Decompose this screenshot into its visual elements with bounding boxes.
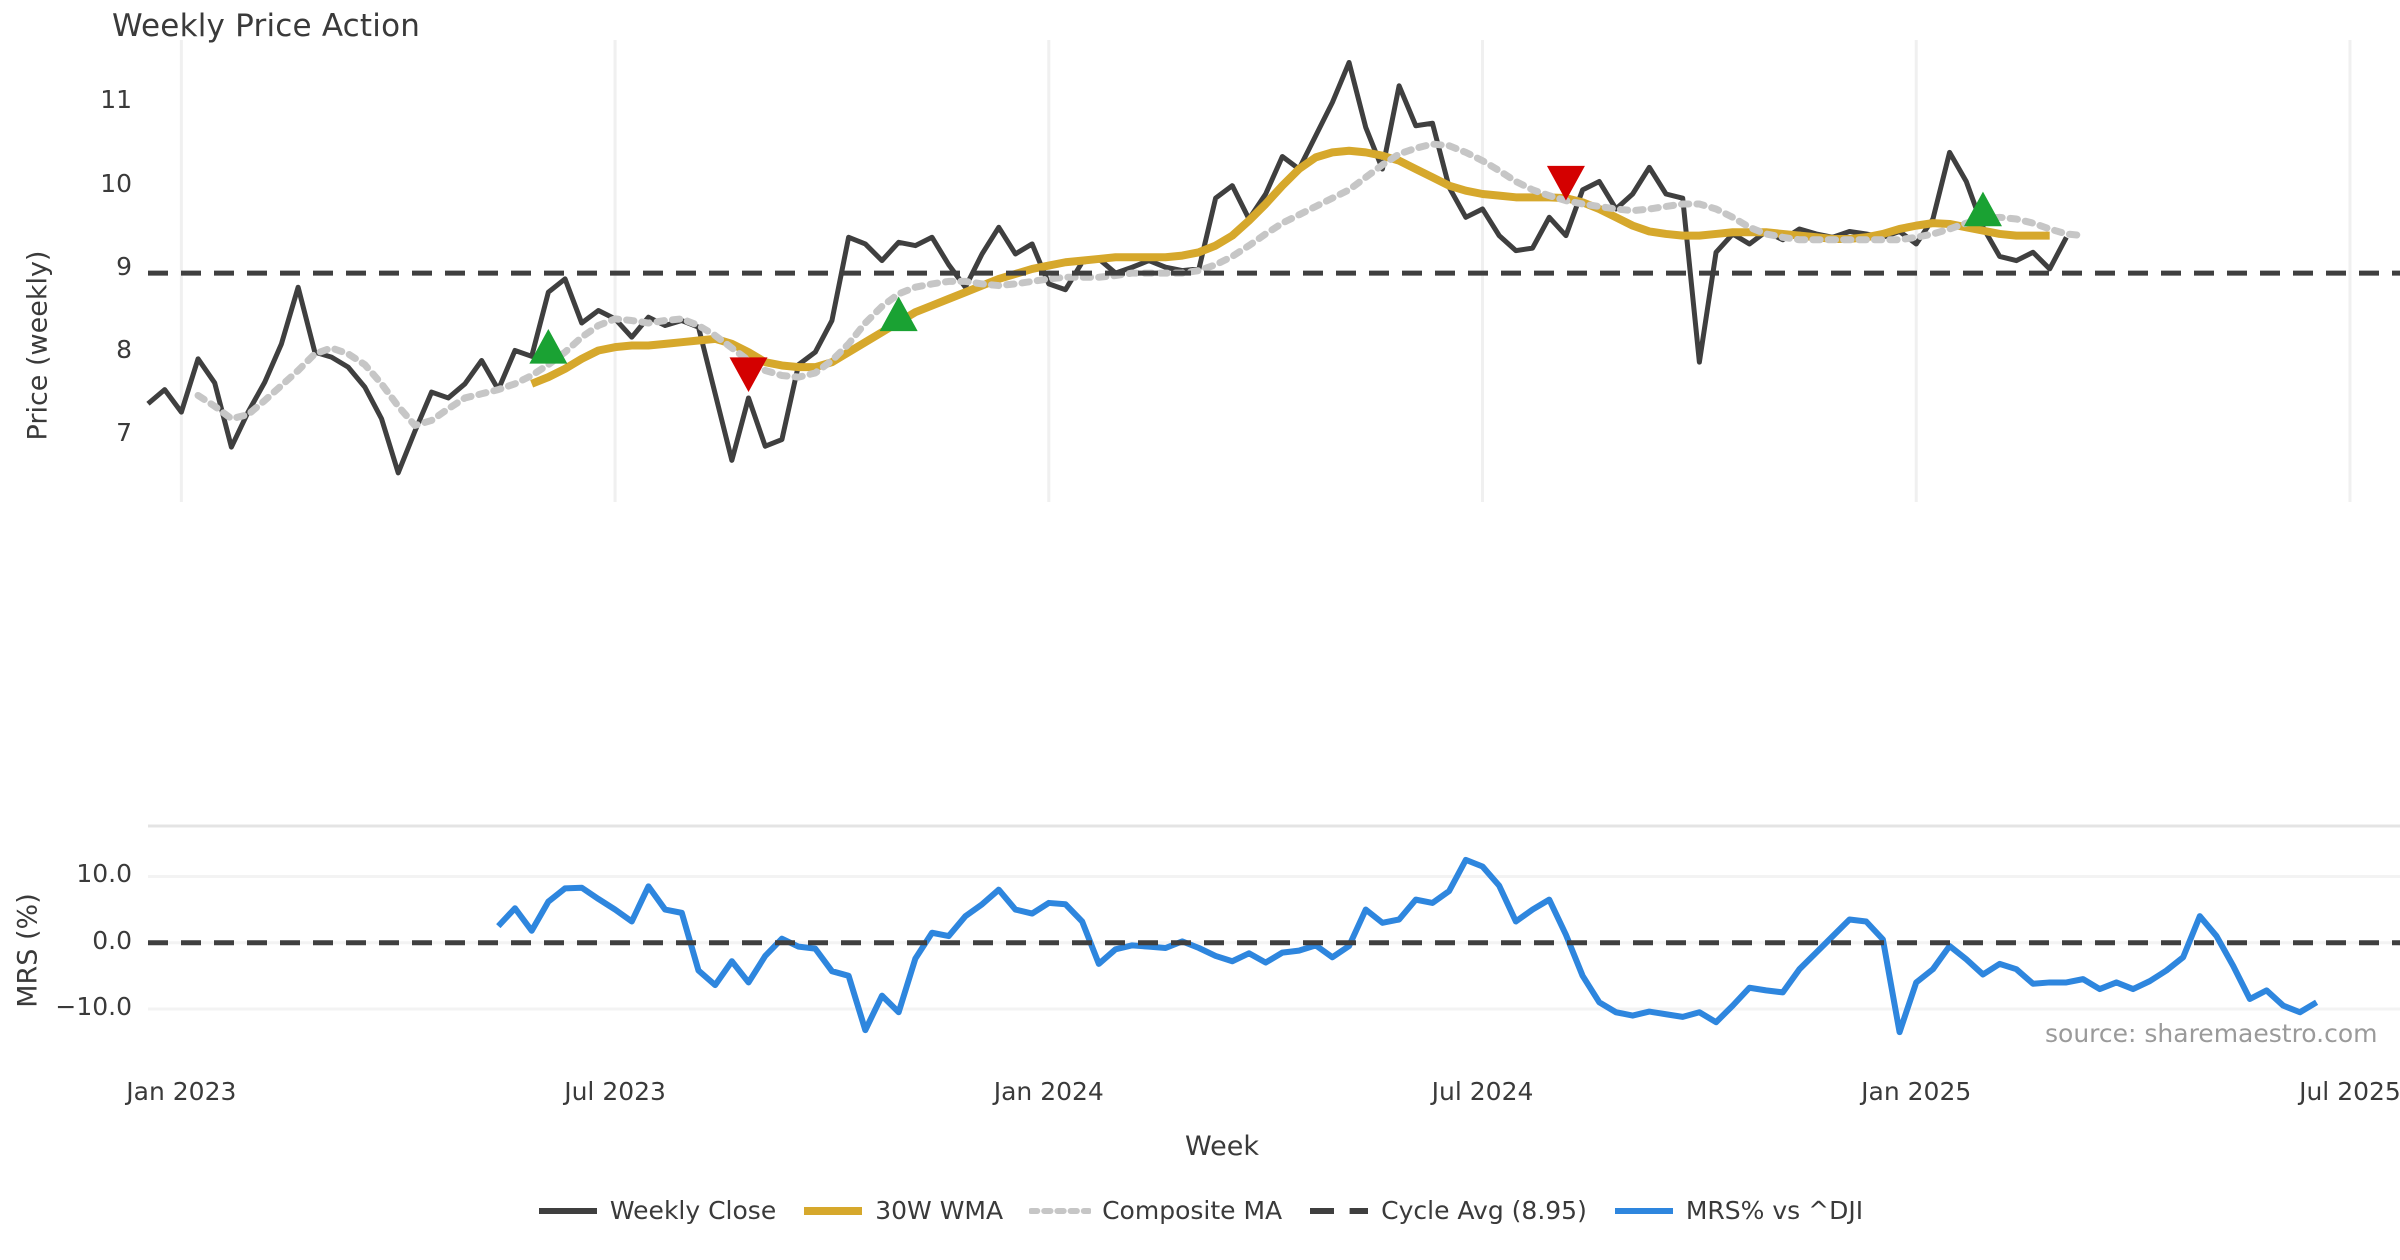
legend-label: MRS% vs ^DJI	[1685, 1196, 1864, 1225]
price-y-tick-label: 8	[116, 335, 132, 365]
legend-swatch-icon	[1613, 1201, 1675, 1221]
x-tick-label: Jul 2024	[1431, 1077, 1534, 1106]
legend-label: Cycle Avg (8.95)	[1381, 1196, 1587, 1225]
legend-item[interactable]: 30W WMA	[802, 1196, 1003, 1225]
price-y-tick-label: 9	[116, 251, 132, 281]
sell-marker	[1546, 165, 1585, 201]
x-axis-label: Week	[1185, 1131, 1259, 1162]
buy-marker	[879, 296, 918, 332]
legend-item[interactable]: Weekly Close	[537, 1196, 776, 1225]
legend-item[interactable]: MRS% vs ^DJI	[1613, 1196, 1863, 1225]
legend-label: Composite MA	[1102, 1196, 1283, 1225]
series-line	[194, 140, 2087, 429]
x-tick-label: Jan 2023	[126, 1077, 237, 1106]
legend-swatch-icon	[537, 1201, 599, 1221]
x-tick-label: Jul 2023	[564, 1077, 666, 1106]
x-tick-label: Jul 2025	[2299, 1077, 2400, 1106]
legend-item[interactable]: Composite MA	[1029, 1196, 1282, 1225]
legend-swatch-icon	[802, 1201, 864, 1221]
series-line	[496, 856, 2319, 1036]
price-y-tick-label: 11	[100, 85, 132, 115]
legend-swatch-icon	[1029, 1201, 1092, 1221]
source-watermark: source: sharemaestro.com	[2045, 1019, 2378, 1048]
legend-swatch-icon	[1308, 1201, 1370, 1221]
legend-item[interactable]: Cycle Avg (8.95)	[1308, 1196, 1587, 1225]
mrs-y-tick-label: 0.0	[92, 925, 132, 955]
mrs-y-tick-label: 10.0	[76, 859, 132, 889]
sell-marker	[729, 357, 768, 392]
price-y-tick-label: 7	[116, 418, 132, 448]
legend-label: 30W WMA	[875, 1196, 1004, 1225]
series-line	[530, 146, 2050, 388]
x-tick-label: Jan 2025	[1861, 1077, 1972, 1106]
legend-label: Weekly Close	[609, 1196, 777, 1225]
buy-marker	[1963, 191, 2002, 227]
series-line	[146, 59, 2069, 476]
mrs-y-tick-label: −10.0	[55, 991, 132, 1021]
chart-legend: Weekly Close 30W WMA Composite MA Cycle Avg…	[0, 1196, 2400, 1225]
buy-marker	[529, 329, 568, 364]
price-y-tick-label: 10	[100, 168, 132, 198]
x-tick-label: Jan 2024	[993, 1077, 1104, 1106]
chart-title: Weekly Price Action	[112, 8, 421, 44]
